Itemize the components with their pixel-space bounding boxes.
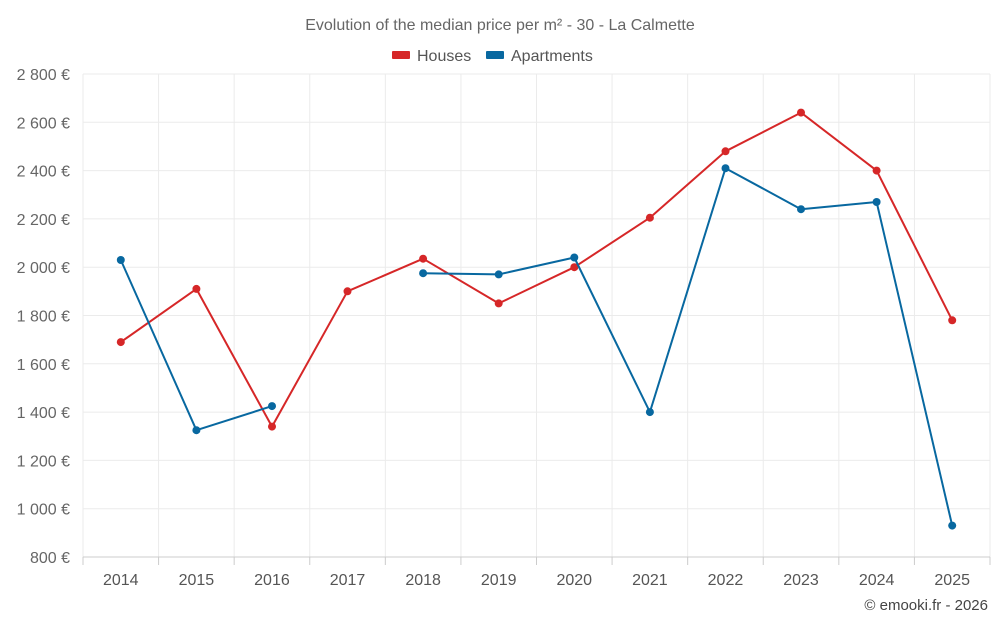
x-tick-label: 2015 — [179, 572, 215, 589]
data-point-houses-2016[interactable] — [268, 422, 276, 431]
x-tick-label: 2016 — [254, 572, 290, 589]
series-houses — [116, 108, 957, 431]
data-point-apartments-2021[interactable] — [645, 408, 654, 417]
legend-swatch-houses — [392, 51, 410, 59]
y-tick-label: 2 200 € — [17, 212, 70, 229]
series-line-apartments — [423, 167, 954, 526]
y-tick-label: 2 400 € — [17, 164, 70, 181]
data-point-apartments-2024[interactable] — [872, 198, 881, 206]
y-tick-label: 1 400 € — [17, 405, 70, 422]
x-axis-ticks: 2014 2015 2016 2017 2018 2019 2020 2021 2022 2023… — [103, 572, 970, 589]
y-tick-label: 800 € — [30, 550, 70, 567]
x-tick-label: 2014 — [103, 572, 139, 589]
x-tick-label: 2018 — [405, 572, 441, 589]
data-point-apartments-2018[interactable] — [419, 269, 428, 278]
y-tick-label: 1 800 € — [17, 309, 70, 326]
y-tick-label: 1 600 € — [17, 357, 70, 374]
data-point-apartments-2020[interactable] — [570, 253, 579, 262]
data-point-apartments-2016[interactable] — [268, 402, 276, 411]
data-point-apartments-2014[interactable] — [116, 256, 125, 264]
legend-label-apartments: Apartments — [511, 48, 593, 65]
y-tick-label: 2 800 € — [17, 67, 70, 84]
data-point-houses-2014[interactable] — [116, 338, 125, 347]
x-tick-label: 2022 — [708, 572, 744, 589]
credit: © emooki.fr - 2026 — [864, 597, 988, 614]
legend-item-houses[interactable]: Houses — [392, 48, 471, 65]
legend-item-apartments[interactable]: Apartments — [486, 48, 593, 65]
data-point-apartments-2025[interactable] — [948, 521, 957, 530]
data-point-houses-2021[interactable] — [645, 213, 654, 222]
data-point-houses-2018[interactable] — [419, 254, 428, 263]
axes — [82, 556, 991, 565]
series — [116, 108, 957, 530]
chart-title: Evolution of the median price per m² - 3… — [305, 17, 695, 34]
y-tick-label: 2 600 € — [17, 115, 70, 132]
x-tick-label: 2021 — [632, 572, 668, 589]
data-point-apartments-2022[interactable] — [721, 164, 730, 173]
y-tick-label: 1 200 € — [17, 453, 70, 470]
x-tick-label: 2017 — [330, 572, 366, 589]
data-point-houses-2024[interactable] — [872, 166, 881, 175]
data-point-apartments-2019[interactable] — [494, 270, 503, 279]
legend-label-houses: Houses — [417, 48, 471, 65]
x-tick-label: 2025 — [934, 572, 970, 589]
x-tick-label: 2023 — [783, 572, 819, 589]
legend[interactable]: Houses Apartments — [392, 48, 593, 65]
grid — [82, 73, 991, 557]
x-tick-label: 2024 — [859, 572, 895, 589]
legend-swatch-apartments — [486, 51, 504, 59]
data-point-houses-2022[interactable] — [721, 147, 730, 156]
data-point-apartments-2023[interactable] — [797, 205, 805, 214]
data-point-houses-2025[interactable] — [948, 316, 957, 325]
series-apartments — [116, 164, 957, 530]
data-point-houses-2019[interactable] — [494, 299, 503, 308]
data-point-apartments-2015[interactable] — [192, 426, 201, 435]
data-point-houses-2017[interactable] — [343, 287, 352, 296]
y-tick-label: 2 000 € — [17, 260, 70, 277]
data-point-houses-2023[interactable] — [797, 108, 805, 117]
series-line-houses — [120, 111, 954, 428]
y-tick-label: 1 000 € — [17, 502, 70, 519]
x-tick-label: 2020 — [556, 572, 592, 589]
data-point-houses-2020[interactable] — [570, 263, 579, 272]
y-axis-ticks: 800 € 1 000 € 1 200 € 1 400 € 1 600 € 1 800 €… — [17, 67, 70, 567]
data-point-houses-2015[interactable] — [192, 284, 201, 293]
x-tick-label: 2019 — [481, 572, 517, 589]
